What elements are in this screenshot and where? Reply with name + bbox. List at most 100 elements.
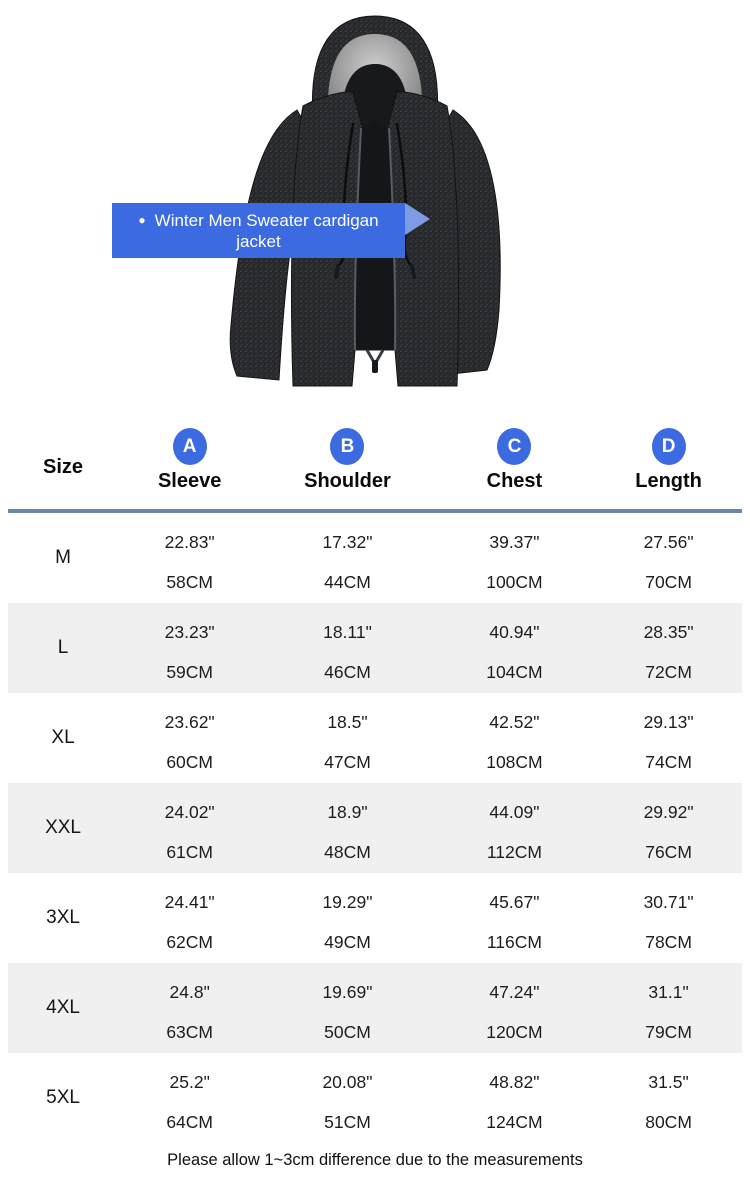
inch-value: 24.41" bbox=[164, 892, 215, 912]
product-title-line2: jacket bbox=[236, 231, 281, 251]
table-row: XXL 24.02" 61CM 18.9" 48CM 44.09" 112CM 29.92" 7… bbox=[8, 783, 742, 873]
size-label: 3XL bbox=[46, 907, 80, 928]
cm-value: 49CM bbox=[324, 932, 371, 952]
cm-value: 50CM bbox=[324, 1022, 371, 1042]
size-chart-header: Size A Sleeve B Shoulder C Chest D Lengt… bbox=[8, 425, 742, 509]
inch-value: 28.35" bbox=[643, 622, 694, 642]
size-chart: Size A Sleeve B Shoulder C Chest D Lengt… bbox=[8, 425, 742, 1170]
inch-value: 24.02" bbox=[164, 802, 215, 822]
measurement-cell: 18.9" 48CM bbox=[261, 783, 433, 873]
measurement-cell: 31.1" 79CM bbox=[595, 963, 742, 1053]
cm-value: 48CM bbox=[324, 842, 371, 862]
table-row: 3XL 24.41" 62CM 19.29" 49CM 45.67" 116CM 30.71"… bbox=[8, 873, 742, 963]
size-label: M bbox=[55, 547, 71, 568]
column-header-sleeve: A Sleeve bbox=[118, 425, 261, 509]
column-header-chest: C Chest bbox=[434, 425, 595, 509]
measurement-cell: 22.83" 58CM bbox=[118, 513, 261, 603]
drawstring-right bbox=[395, 122, 414, 268]
measurement-cell: 39.37" 100CM bbox=[434, 513, 595, 603]
cm-value: 78CM bbox=[645, 932, 692, 952]
inch-value: 22.83" bbox=[164, 532, 215, 552]
inch-value: 19.29" bbox=[322, 892, 373, 912]
bullet-icon: ● bbox=[138, 212, 146, 227]
measurement-cell: 24.02" 61CM bbox=[118, 783, 261, 873]
cm-value: 72CM bbox=[645, 662, 692, 682]
cm-value: 80CM bbox=[645, 1112, 692, 1132]
column-label-shoulder: Shoulder bbox=[304, 470, 391, 492]
table-row: 4XL 24.8" 63CM 19.69" 50CM 47.24" 120CM 31.1" 79… bbox=[8, 963, 742, 1053]
inch-value: 18.9" bbox=[327, 802, 368, 822]
product-title-ribbon: ● Winter Men Sweater cardigan jacket bbox=[112, 203, 430, 258]
cm-value: 64CM bbox=[166, 1112, 213, 1132]
measurement-cell: 40.94" 104CM bbox=[434, 603, 595, 693]
marker-b-badge: B bbox=[330, 428, 365, 465]
cm-value: 70CM bbox=[645, 572, 692, 592]
cm-value: 120CM bbox=[486, 1022, 543, 1042]
inch-value: 20.08" bbox=[322, 1072, 373, 1092]
measurement-cell: 29.13" 74CM bbox=[595, 693, 742, 783]
measurement-cell: 25.2" 64CM bbox=[118, 1053, 261, 1143]
product-hero: ● Winter Men Sweater cardigan jacket bbox=[0, 0, 750, 425]
measurement-cell: 19.69" 50CM bbox=[261, 963, 433, 1053]
inch-value: 47.24" bbox=[489, 982, 540, 1002]
cm-value: 79CM bbox=[645, 1022, 692, 1042]
inch-value: 23.62" bbox=[164, 712, 215, 732]
cm-value: 61CM bbox=[166, 842, 213, 862]
measurement-cell: 17.32" 44CM bbox=[261, 513, 433, 603]
marker-c-badge: C bbox=[497, 428, 532, 465]
marker-d-badge: D bbox=[651, 428, 686, 465]
measurement-cell: 47.24" 120CM bbox=[434, 963, 595, 1053]
inch-value: 44.09" bbox=[489, 802, 540, 822]
product-photo-jacket bbox=[229, 15, 501, 387]
cm-value: 46CM bbox=[324, 662, 371, 682]
inch-value: 30.71" bbox=[643, 892, 694, 912]
cm-value: 108CM bbox=[486, 752, 543, 772]
table-row: M 22.83" 58CM 17.32" 44CM 39.37" 100CM 27.56" 70… bbox=[8, 513, 742, 603]
table-row: 5XL 25.2" 64CM 20.08" 51CM 48.82" 124CM 31.5" 80… bbox=[8, 1053, 742, 1143]
inch-value: 31.5" bbox=[648, 1072, 689, 1092]
measurement-cell: 42.52" 108CM bbox=[434, 693, 595, 783]
cm-value: 104CM bbox=[486, 662, 543, 682]
header-divider bbox=[8, 509, 742, 513]
size-column-header: Size bbox=[43, 455, 84, 478]
cm-value: 47CM bbox=[324, 752, 371, 772]
measurement-cell: 19.29" 49CM bbox=[261, 873, 433, 963]
cm-value: 124CM bbox=[486, 1112, 543, 1132]
measurement-cell: 18.11" 46CM bbox=[261, 603, 433, 693]
inch-value: 42.52" bbox=[489, 712, 540, 732]
inch-value: 29.92" bbox=[643, 802, 694, 822]
inch-value: 27.56" bbox=[643, 532, 694, 552]
inch-value: 31.1" bbox=[648, 982, 689, 1002]
inch-value: 45.67" bbox=[489, 892, 540, 912]
measurement-cell: 23.23" 59CM bbox=[118, 603, 261, 693]
inch-value: 25.2" bbox=[169, 1072, 210, 1092]
measurement-note: Please allow 1~3cm difference due to the… bbox=[167, 1151, 583, 1169]
inch-value: 19.69" bbox=[322, 982, 373, 1002]
inch-value: 18.11" bbox=[323, 622, 372, 642]
inch-value: 29.13" bbox=[643, 712, 694, 732]
measurement-cell: 45.67" 116CM bbox=[434, 873, 595, 963]
drawstring-right-aglet bbox=[410, 264, 416, 279]
measurement-cell: 48.82" 124CM bbox=[434, 1053, 595, 1143]
column-header-length: D Length bbox=[595, 425, 742, 509]
cm-value: 74CM bbox=[645, 752, 692, 772]
cm-value: 60CM bbox=[166, 752, 213, 772]
inch-value: 39.37" bbox=[489, 532, 540, 552]
inch-value: 23.23" bbox=[164, 622, 215, 642]
size-label: XL bbox=[51, 727, 75, 748]
measurement-cell: 24.8" 63CM bbox=[118, 963, 261, 1053]
cm-value: 44CM bbox=[324, 572, 371, 592]
size-label: L bbox=[57, 637, 69, 658]
cm-value: 63CM bbox=[166, 1022, 213, 1042]
column-label-sleeve: Sleeve bbox=[157, 470, 222, 492]
inch-value: 40.94" bbox=[489, 622, 540, 642]
size-label: 4XL bbox=[46, 997, 80, 1018]
cm-value: 112CM bbox=[486, 842, 542, 862]
inch-value: 17.32" bbox=[322, 532, 373, 552]
size-chart-body: M 22.83" 58CM 17.32" 44CM 39.37" 100CM 27.56" 70… bbox=[8, 513, 742, 1143]
cm-value: 58CM bbox=[166, 572, 213, 592]
measurement-cell: 31.5" 80CM bbox=[595, 1053, 742, 1143]
drawstring-left-aglet bbox=[334, 264, 340, 279]
inch-value: 18.5" bbox=[327, 712, 368, 732]
measurement-cell: 24.41" 62CM bbox=[118, 873, 261, 963]
